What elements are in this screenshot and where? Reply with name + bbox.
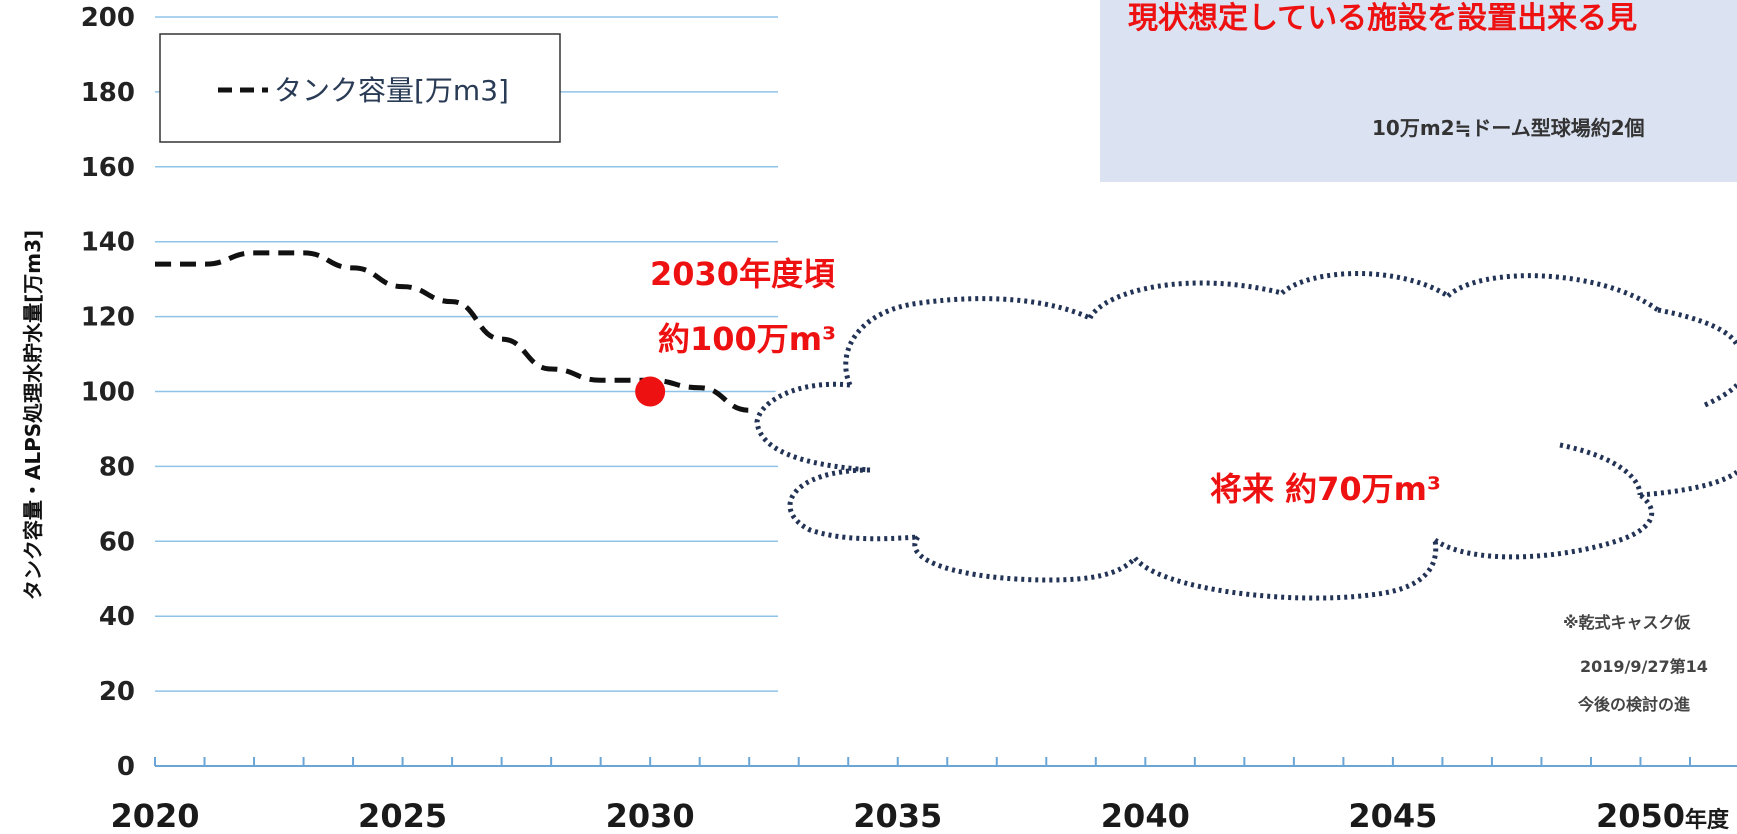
x-tick-label: 2040 xyxy=(1101,797,1190,834)
y-tick-label: 20 xyxy=(99,677,135,707)
cloud-label: 将来 約70万m³ xyxy=(1210,470,1441,508)
y-tick-label: 140 xyxy=(81,228,135,258)
x-tick-label: 2035 xyxy=(853,797,942,834)
note-title: 現状想定している施設を設置出来る見 xyxy=(1128,1,1637,36)
y-axis-label: タンク容量・ALPS処理水貯水量[万m3] xyxy=(21,230,45,600)
x-tick-label: 2050 xyxy=(1596,797,1685,834)
y-tick-labels: 0 20 40 60 80 100 120 140 160 180 200 xyxy=(81,3,135,782)
y-tick-label: 200 xyxy=(81,3,135,33)
footnote-1: ※乾式キャスク仮 xyxy=(1563,613,1692,632)
footnote-3: 今後の検討の進 xyxy=(1577,695,1690,714)
x-tick-labels: 2020 2025 2030 2035 2040 2045 2050 xyxy=(110,797,1685,834)
cloud-shape xyxy=(755,270,1737,596)
y-tick-label: 120 xyxy=(81,303,135,333)
y-tick-label: 80 xyxy=(99,452,135,482)
x-tick-label: 2025 xyxy=(358,797,447,834)
footnote-2: 2019/9/27第14 xyxy=(1580,657,1708,676)
x-axis-minor-ticks xyxy=(154,757,1691,766)
y-tick-label: 0 xyxy=(117,752,135,782)
y-tick-label: 60 xyxy=(99,527,135,557)
marker-2030 xyxy=(635,376,666,407)
x-tick-label: 2030 xyxy=(606,797,695,834)
legend-entry-tank-capacity: タンク容量[万m3] xyxy=(274,74,509,107)
x-tick-label: 2045 xyxy=(1348,797,1437,834)
annotation-2030-year: 2030年度頃 xyxy=(650,255,835,293)
note-panel xyxy=(1100,0,1737,182)
x-axis-unit: 年度 xyxy=(1685,807,1730,833)
x-tick-label: 2020 xyxy=(110,797,199,834)
cloud-outline xyxy=(754,271,1737,601)
y-tick-label: 160 xyxy=(81,153,135,183)
annotation-2030-volume: 約100万m³ xyxy=(658,320,836,358)
note-subtitle: 10万m2≒ドーム型球場約2個 xyxy=(1372,116,1645,140)
y-tick-label: 100 xyxy=(81,378,135,408)
y-tick-label: 40 xyxy=(99,602,135,632)
y-tick-label: 180 xyxy=(81,78,135,108)
